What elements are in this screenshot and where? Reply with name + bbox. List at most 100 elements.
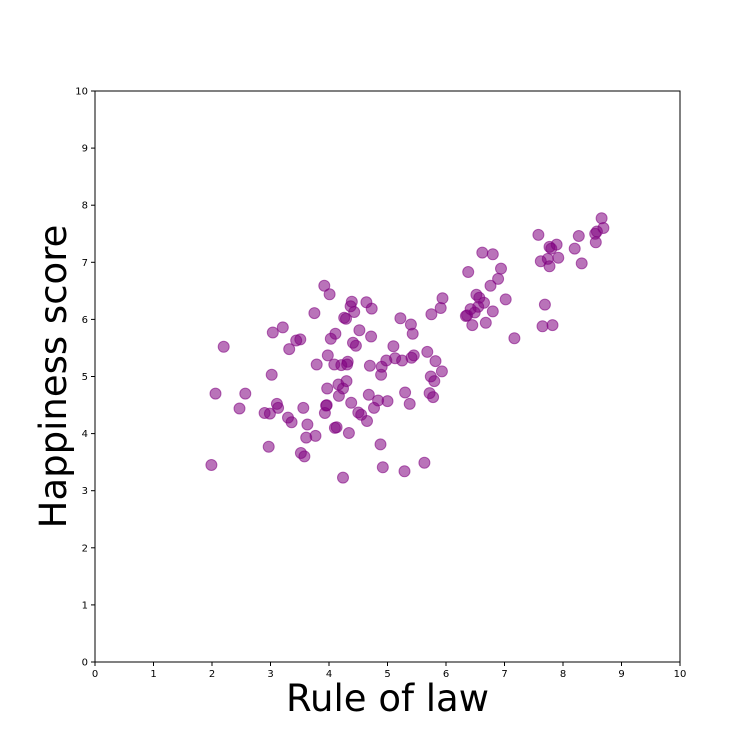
data-point (217, 340, 230, 353)
data-point (374, 438, 387, 451)
x-tick-label: 5 (384, 669, 390, 680)
x-tick-label: 7 (501, 669, 507, 680)
data-point (595, 212, 608, 225)
data-point (340, 312, 352, 325)
data-point (283, 343, 296, 356)
data-point (406, 327, 419, 340)
x-tick-label: 4 (326, 669, 332, 680)
data-point (479, 316, 492, 329)
data-point (342, 427, 355, 439)
data-point (365, 330, 378, 343)
y-tick-label: 3 (82, 486, 88, 497)
points-layer (205, 212, 610, 484)
y-tick-label: 2 (82, 543, 88, 554)
data-point (310, 358, 323, 371)
data-point (348, 306, 361, 318)
data-point (597, 222, 610, 234)
data-point (265, 368, 278, 381)
data-point (376, 461, 389, 474)
data-point (353, 324, 366, 337)
data-point (568, 242, 581, 255)
data-point (297, 401, 310, 414)
data-point (266, 326, 279, 339)
data-point (349, 339, 362, 352)
y-axis-title: Happiness score (32, 225, 75, 529)
data-point (239, 387, 252, 400)
data-point (536, 320, 549, 333)
x-axis-ticks: 0 1 2 3 4 5 6 7 8 9 10 (92, 662, 687, 680)
x-tick-label: 3 (267, 669, 273, 680)
data-point (323, 288, 336, 301)
x-tick-label: 6 (443, 669, 449, 680)
data-point (399, 386, 412, 399)
data-point (298, 450, 311, 463)
data-point (436, 292, 449, 305)
y-tick-label: 9 (82, 144, 88, 155)
data-point (209, 387, 222, 400)
y-tick-label: 0 (82, 658, 88, 669)
data-point (532, 228, 545, 241)
data-point (484, 279, 497, 292)
data-point (478, 296, 490, 309)
data-point (309, 429, 322, 442)
data-point (434, 302, 447, 314)
data-point (381, 395, 394, 408)
data-point (572, 230, 585, 242)
data-point (301, 418, 314, 431)
data-point (320, 399, 333, 412)
x-tick-label: 0 (92, 669, 98, 680)
data-point (486, 248, 499, 261)
data-point (403, 397, 416, 410)
data-point (345, 396, 358, 409)
y-tick-label: 1 (82, 600, 88, 611)
x-tick-label: 10 (674, 669, 687, 680)
data-point (321, 382, 334, 395)
y-tick-label: 7 (82, 258, 88, 269)
y-tick-label: 6 (82, 315, 88, 326)
y-tick-label: 8 (82, 201, 88, 212)
data-point (329, 327, 342, 340)
data-point (394, 312, 407, 325)
data-point (308, 307, 321, 320)
data-point (387, 340, 400, 353)
data-point (362, 388, 375, 401)
data-point (486, 305, 499, 318)
data-point (462, 266, 475, 278)
data-point (341, 355, 354, 368)
x-tick-label: 1 (150, 669, 156, 680)
data-point (345, 295, 358, 308)
data-point (205, 459, 218, 471)
data-point (421, 345, 434, 358)
data-point (428, 375, 441, 388)
data-point (418, 456, 431, 469)
y-tick-label: 5 (82, 372, 88, 383)
y-tick-label: 10 (75, 87, 88, 98)
data-point (476, 246, 489, 259)
data-point (425, 308, 438, 321)
data-point (321, 349, 334, 362)
data-point (272, 401, 285, 414)
data-point (499, 293, 512, 306)
data-point (294, 333, 307, 346)
x-tick-label: 2 (209, 669, 215, 680)
data-point (263, 407, 276, 420)
data-point (552, 251, 565, 264)
data-point (330, 421, 343, 434)
data-point (363, 359, 376, 372)
data-point (546, 319, 559, 332)
data-point (427, 391, 440, 404)
data-point (262, 440, 275, 453)
x-axis-title: Rule of law (286, 677, 489, 720)
data-point (318, 279, 331, 292)
x-tick-label: 8 (560, 669, 566, 680)
data-point (435, 365, 448, 378)
data-point (508, 332, 521, 345)
data-point (276, 321, 289, 334)
data-point (398, 465, 411, 478)
data-point (538, 298, 551, 311)
data-point (365, 302, 378, 315)
y-tick-label: 4 (82, 429, 88, 440)
data-point (361, 415, 373, 427)
data-point (407, 349, 420, 362)
